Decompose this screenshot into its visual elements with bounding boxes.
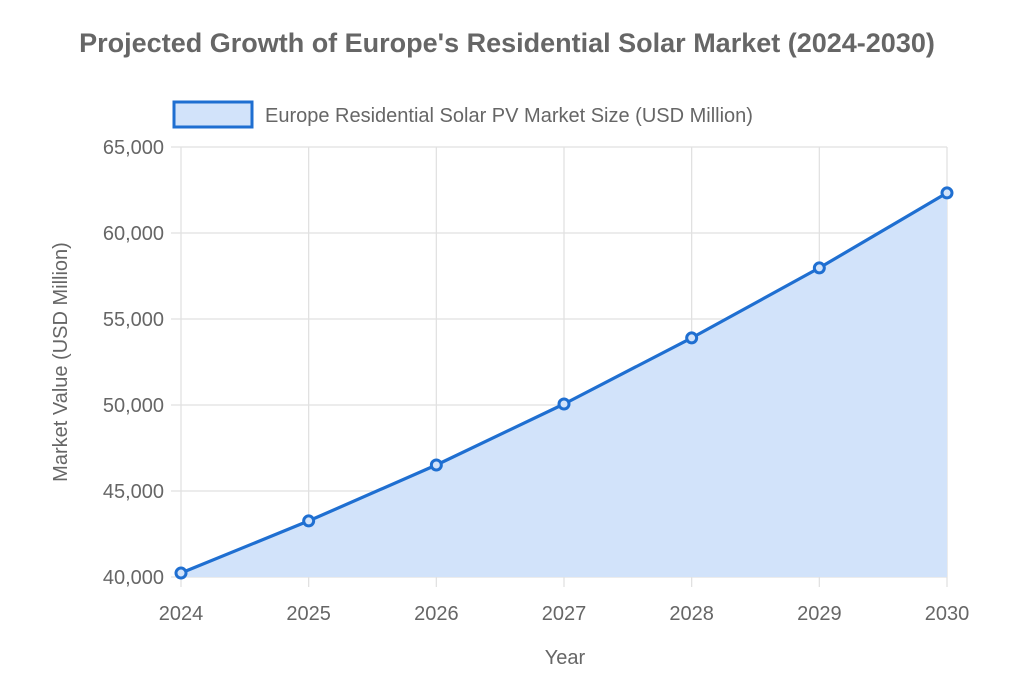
legend-swatch[interactable] — [172, 100, 254, 129]
y-tick-label: 55,000 — [103, 309, 164, 331]
x-tick-label: 2026 — [414, 603, 459, 625]
y-tick-label: 45,000 — [103, 481, 164, 503]
data-point — [812, 261, 826, 275]
x-tick-label: 2024 — [159, 603, 204, 625]
data-points — [174, 186, 954, 580]
x-tick-label: 2030 — [925, 603, 970, 625]
y-tick-label: 40,000 — [103, 567, 164, 589]
x-axis-title: Year — [545, 647, 586, 669]
x-tick-label: 2028 — [669, 603, 714, 625]
y-axis-title: Market Value (USD Million) — [50, 242, 72, 482]
x-tick-label: 2029 — [797, 603, 842, 625]
legend[interactable]: Europe Residential Solar PV Market Size … — [172, 100, 753, 129]
series-area — [181, 192, 947, 577]
y-tick-label: 50,000 — [103, 395, 164, 417]
data-point — [174, 566, 188, 580]
data-point — [557, 397, 571, 411]
x-tick-label: 2027 — [542, 603, 587, 625]
data-point — [940, 186, 954, 200]
data-point — [302, 514, 316, 528]
chart-title: Projected Growth of Europe's Residential… — [79, 28, 935, 58]
y-tick-label: 65,000 — [103, 137, 164, 159]
axes: 40,000 45,000 50,000 55,000 60,000 65,000 2024… — [103, 137, 969, 625]
y-tick-label: 60,000 — [103, 223, 164, 245]
data-point — [685, 331, 699, 345]
x-tick-label: 2025 — [286, 603, 331, 625]
data-point — [429, 458, 443, 472]
legend-label[interactable]: Europe Residential Solar PV Market Size … — [265, 105, 753, 127]
